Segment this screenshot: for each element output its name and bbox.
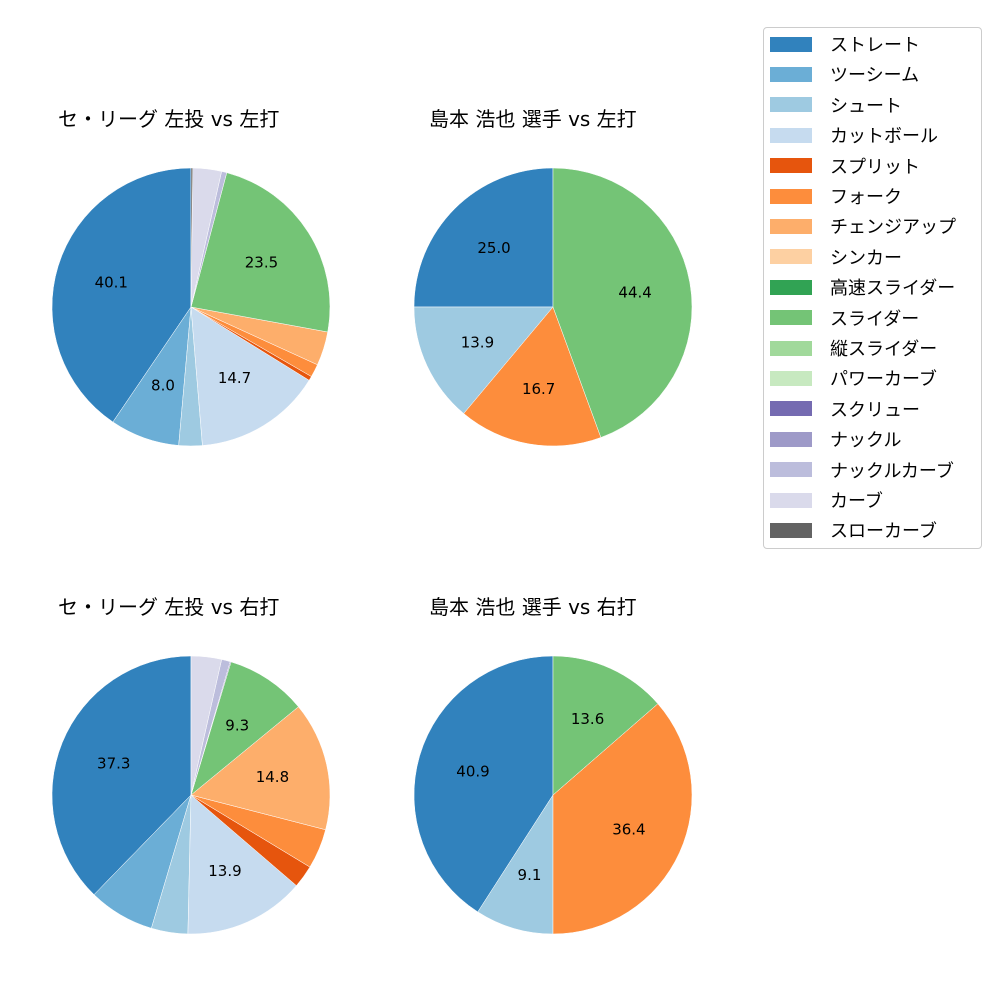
pie-slice [552, 703, 693, 935]
legend-label: ストレート [830, 35, 920, 56]
chart-title-league-vs-right: セ・リーグ 左投 vs 右打 [58, 595, 280, 619]
legend-item: 高速スライダー [770, 276, 956, 300]
legend-label: フォーク [830, 187, 902, 208]
legend-label: スライダー [830, 308, 920, 330]
slice-percent-label: 13.9 [208, 862, 241, 880]
slice-percent-label: 16.7 [522, 380, 555, 398]
legend-item: パワーカーブ [770, 367, 937, 391]
slice-percent-label: 14.7 [218, 369, 251, 387]
pie-slice [51, 167, 192, 423]
legend-swatch-icon [770, 158, 812, 174]
legend-item: スクリュー [770, 398, 920, 421]
legend-label: シュート [830, 95, 902, 117]
pie-slice [413, 167, 554, 308]
slice-percent-label: 14.8 [256, 768, 289, 786]
legend-swatch-icon [770, 310, 812, 326]
legend: ストレートツーシームシュートカットボール スプリットフォークチェンジアップ シンカー… [763, 27, 982, 549]
pie-slice [413, 306, 554, 414]
legend-swatch-icon [770, 66, 812, 82]
legend-swatch-icon [770, 401, 812, 417]
legend-item: カットボール [770, 124, 938, 148]
pie-slice [477, 794, 554, 935]
legend-swatch-icon [770, 462, 812, 478]
legend-item: チェンジアップ [770, 215, 956, 239]
chart-title-player-vs-right: 島本 浩也 選手 vs 右打 [429, 595, 637, 619]
legend-swatch-icon [770, 340, 812, 356]
legend-item: フォーク [770, 185, 902, 208]
legend-item: 縦スライダー [770, 337, 938, 360]
pie-slice [51, 655, 192, 895]
legend-swatch-icon [770, 431, 812, 447]
legend-item: シンカー [770, 246, 902, 269]
legend-item: シュート [770, 94, 902, 117]
pie-slice [552, 167, 693, 438]
legend-label: ナックルカーブ [830, 460, 954, 482]
legend-label: チェンジアップ [830, 217, 956, 239]
pie-slice [552, 655, 659, 796]
legend-item: ストレート [770, 33, 920, 56]
pie-slice [190, 172, 331, 333]
legend-label: シンカー [830, 247, 902, 269]
legend-label: カーブ [830, 491, 883, 512]
pie-slice [190, 706, 331, 831]
slice-percent-label: 40.1 [95, 273, 128, 291]
slice-percent-label: 37.3 [97, 755, 130, 773]
legend-label: スクリュー [830, 399, 920, 421]
legend-swatch-icon [770, 97, 812, 113]
legend-label: スプリット [830, 156, 920, 178]
slice-percent-label: 9.1 [518, 866, 542, 884]
legend-swatch-icon [770, 218, 812, 234]
legend-label: ツーシーム [830, 65, 920, 87]
legend-item: ツーシーム [770, 63, 920, 87]
legend-swatch-icon [770, 522, 812, 538]
legend-item: ナックルカーブ [770, 459, 954, 482]
legend-swatch-icon [770, 36, 812, 52]
legend-swatch-icon [770, 188, 812, 204]
legend-item: スライダー [770, 307, 920, 330]
legend-swatch-icon [770, 249, 812, 265]
slice-percent-label: 8.0 [151, 377, 175, 395]
chart-title-player-vs-left: 島本 浩也 選手 vs 左打 [429, 107, 637, 131]
legend-item: スプリット [770, 155, 920, 178]
pie-slice [463, 306, 602, 447]
legend-item: スローカーブ [770, 519, 937, 543]
legend-label: スローカーブ [830, 521, 937, 543]
legend-item: ナックル [770, 428, 902, 452]
slice-percent-label: 25.0 [477, 239, 510, 257]
legend-item: カーブ [770, 489, 883, 512]
legend-swatch-icon [770, 127, 812, 143]
slice-percent-label: 13.9 [461, 333, 494, 351]
pie-slice [190, 167, 194, 308]
legend-label: パワーカーブ [830, 369, 937, 391]
slice-percent-label: 13.6 [571, 710, 604, 728]
pie-slice [190, 655, 222, 796]
legend-label: カットボール [830, 126, 938, 148]
slice-percent-label: 23.5 [245, 253, 278, 271]
pie-slice [190, 306, 310, 446]
legend-swatch-icon [770, 279, 812, 295]
legend-swatch-icon [770, 370, 812, 386]
legend-swatch-icon [770, 492, 812, 508]
legend-label: 高速スライダー [830, 278, 956, 300]
legend-label: 縦スライダー [830, 339, 938, 360]
slice-percent-label: 44.4 [618, 283, 651, 301]
pie-slice [413, 655, 554, 913]
chart-title-league-vs-left: セ・リーグ 左投 vs 左打 [58, 107, 280, 131]
slice-percent-label: 9.3 [225, 717, 249, 735]
pie-slice [190, 661, 299, 796]
slice-percent-label: 40.9 [456, 762, 489, 780]
slice-percent-label: 36.4 [612, 821, 645, 839]
pie-slice [187, 794, 297, 935]
legend-label: ナックル [830, 430, 902, 452]
